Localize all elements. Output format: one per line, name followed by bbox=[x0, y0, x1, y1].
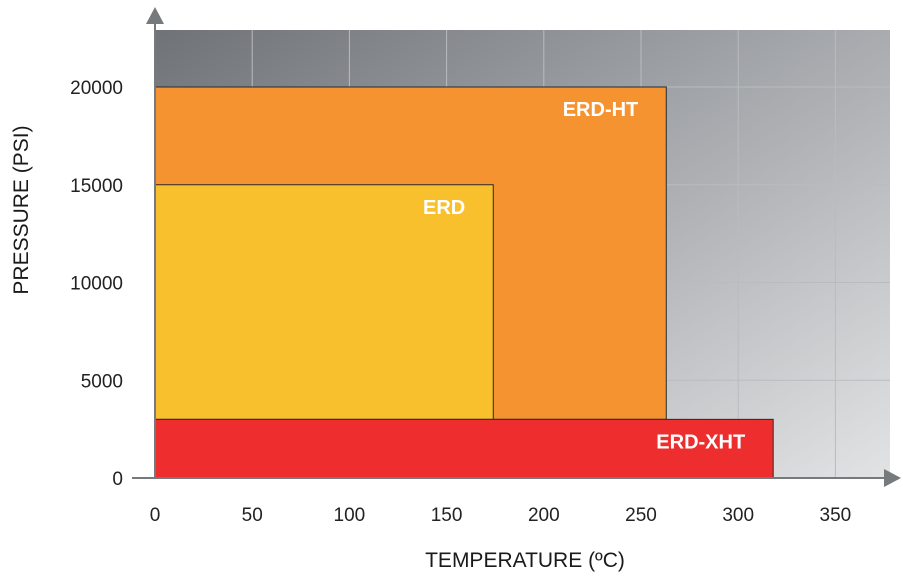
region-label-erd-ht: ERD-HT bbox=[563, 99, 639, 121]
regions bbox=[154, 86, 774, 479]
x-tick-label: 200 bbox=[528, 505, 560, 526]
x-tick-label: 350 bbox=[820, 505, 852, 526]
y-tick-label: 0 bbox=[112, 469, 123, 490]
region-erd-xht bbox=[154, 418, 774, 479]
x-tick-label: 150 bbox=[431, 505, 463, 526]
x-axis-title: TEMPERATURE (ºC) bbox=[425, 549, 625, 572]
region-label-erd: ERD bbox=[423, 197, 465, 219]
x-tick-label: 0 bbox=[150, 505, 161, 526]
x-tick-label: 250 bbox=[625, 505, 657, 526]
x-tick-labels: 0 50 100 150 200 250 300 350 bbox=[150, 505, 852, 526]
y-tick-label: 10000 bbox=[70, 274, 123, 295]
region-erd bbox=[154, 184, 494, 420]
x-tick-label: 100 bbox=[334, 505, 366, 526]
region-label-erd-xht: ERD-XHT bbox=[656, 431, 745, 453]
y-axis-arrow-icon bbox=[146, 7, 164, 24]
region-labels: ERD-HT ERD ERD-XHT bbox=[423, 99, 745, 453]
y-tick-label: 20000 bbox=[70, 78, 123, 99]
y-tick-label: 15000 bbox=[70, 176, 123, 197]
y-tick-labels: 0 5000 10000 15000 20000 bbox=[70, 78, 123, 490]
y-tick-label: 5000 bbox=[81, 371, 123, 392]
x-axis-arrow-icon bbox=[884, 469, 901, 487]
x-tick-label: 300 bbox=[722, 505, 754, 526]
y-axis-title: PRESSURE (PSI) bbox=[10, 125, 33, 294]
x-tick-label: 50 bbox=[242, 505, 263, 526]
